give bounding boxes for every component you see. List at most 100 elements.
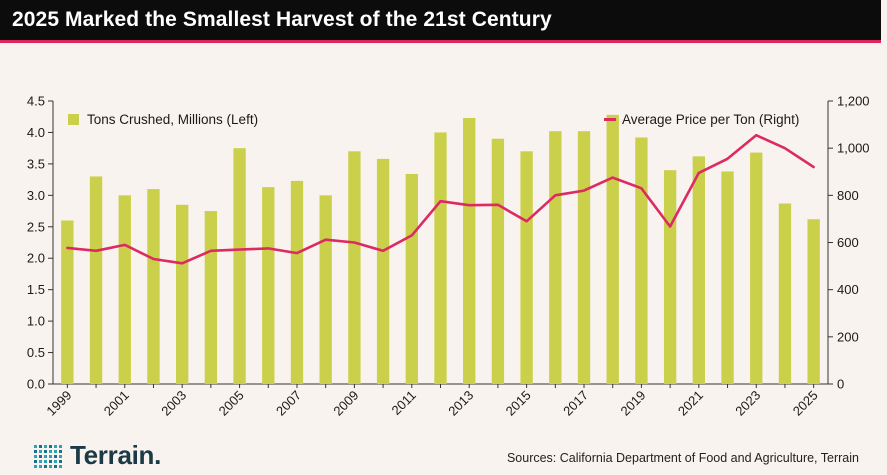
legend-swatch-bar: [68, 114, 79, 125]
logo-dot: [54, 444, 57, 448]
y-left-tick-label: 4.5: [27, 94, 45, 109]
bar-series: [61, 114, 820, 384]
y-left-tick-label: 0.0: [27, 377, 45, 392]
y-right-tick-label: 200: [837, 329, 859, 344]
bar: [721, 171, 734, 384]
brand-logo: Terrain.: [32, 440, 161, 471]
logo-dot: [44, 464, 47, 468]
logo-dot: [54, 464, 57, 468]
source-note: Sources: California Department of Food a…: [506, 451, 859, 465]
x-tick-label: 2011: [389, 388, 419, 418]
bar: [147, 189, 160, 384]
bar: [807, 219, 820, 384]
logo-dot: [59, 454, 62, 458]
x-tick-label: 2005: [216, 388, 247, 419]
y-left-tick-label: 1.5: [27, 282, 45, 297]
brand-name: Terrain.: [70, 440, 162, 470]
logo-dot: [49, 454, 52, 458]
logo-dot: [54, 454, 57, 458]
logo-dot: [44, 459, 47, 463]
bar: [61, 220, 74, 384]
bar: [290, 180, 304, 384]
bar: [606, 114, 619, 384]
logo-dot: [54, 459, 57, 463]
y-left-tick-label: 1.0: [27, 314, 45, 329]
logo-dot: [34, 449, 37, 453]
bar: [204, 211, 218, 384]
bar: [434, 132, 447, 384]
x-tick-label: 2015: [503, 388, 534, 419]
legend-label-bar: Tons Crushed, Millions (Left): [87, 112, 258, 127]
y-right-tick-label: 1,000: [837, 141, 870, 156]
y-left-tick-label: 2.0: [27, 251, 45, 266]
x-tick-label: 2007: [273, 388, 304, 419]
logo-dot: [44, 444, 47, 448]
y-left-tick-label: 2.5: [27, 219, 45, 234]
x-tick-label: 2025: [790, 388, 821, 419]
x-tick-label: 2001: [101, 388, 132, 419]
bar: [750, 152, 763, 384]
logo-dot: [34, 444, 37, 448]
logo-dot: [59, 444, 62, 448]
bar: [692, 156, 706, 384]
line-series: [66, 133, 815, 265]
x-tick-label: 2023: [732, 388, 763, 419]
y-right-tick-label: 600: [837, 235, 859, 250]
chart-title: 2025 Marked the Smallest Harvest of the …: [12, 8, 552, 31]
bar: [491, 138, 505, 384]
logo-dot: [59, 449, 62, 453]
bar: [319, 195, 332, 384]
logo-dot: [59, 459, 62, 463]
logo-dot: [44, 449, 47, 453]
x-tick-label: 1999: [43, 388, 74, 419]
logo-dot: [39, 459, 42, 463]
bar: [376, 158, 390, 384]
logo-dot: [49, 449, 52, 453]
x-tick-label: 2003: [158, 388, 189, 419]
bar: [635, 137, 648, 384]
bar: [463, 117, 476, 384]
x-tick-label: 2009: [330, 388, 361, 419]
logo-dot: [39, 449, 42, 453]
y-left-tick-label: 0.5: [27, 345, 45, 360]
bar: [778, 203, 792, 384]
title-bar: 2025 Marked the Smallest Harvest of the …: [0, 0, 881, 43]
logo-dot: [34, 464, 37, 468]
logo-dot: [39, 454, 42, 458]
x-tick-label: 2013: [445, 388, 476, 419]
bar: [175, 204, 189, 384]
logo-dot: [39, 444, 42, 448]
x-tick-label: 2017: [560, 388, 591, 419]
logo-dot: [34, 454, 37, 458]
bar: [549, 131, 562, 384]
bar: [520, 151, 533, 384]
y-right-tick-label: 400: [837, 282, 859, 297]
x-tick-label: 2021: [675, 388, 706, 419]
y-right-tick-label: 1,200: [837, 94, 870, 109]
logo-dot: [49, 444, 52, 448]
bar: [118, 195, 131, 384]
y-left-tick-label: 3.0: [27, 188, 45, 203]
x-tick-label: 2019: [617, 388, 648, 419]
legend: Tons Crushed, Millions (Left) Average Pri…: [68, 112, 799, 127]
y-left-tick-label: 4.0: [27, 125, 45, 140]
logo-dot: [49, 464, 52, 468]
bar: [89, 176, 103, 384]
combo-chart: 0.0 0.5 1.0 1.5 2.0 2.5 3.0 3.5 4.0 4.5 0 200 400 600…: [27, 94, 870, 419]
bar: [577, 131, 591, 384]
logo-dot: [39, 464, 42, 468]
price-line: [66, 133, 815, 265]
bar: [233, 148, 246, 384]
bar: [663, 170, 677, 384]
y-left-tick-label: 3.5: [27, 156, 45, 171]
bar: [405, 173, 418, 384]
legend-label-line: Average Price per Ton (Right): [622, 112, 799, 127]
logo-dot: [54, 449, 57, 453]
logo-dot: [59, 464, 62, 468]
terrain-logo-icon: [34, 444, 62, 468]
bar: [348, 151, 361, 384]
logo-dot: [44, 454, 47, 458]
y-right-tick-label: 0: [837, 377, 844, 392]
bar: [262, 187, 275, 384]
logo-dot: [49, 459, 52, 463]
